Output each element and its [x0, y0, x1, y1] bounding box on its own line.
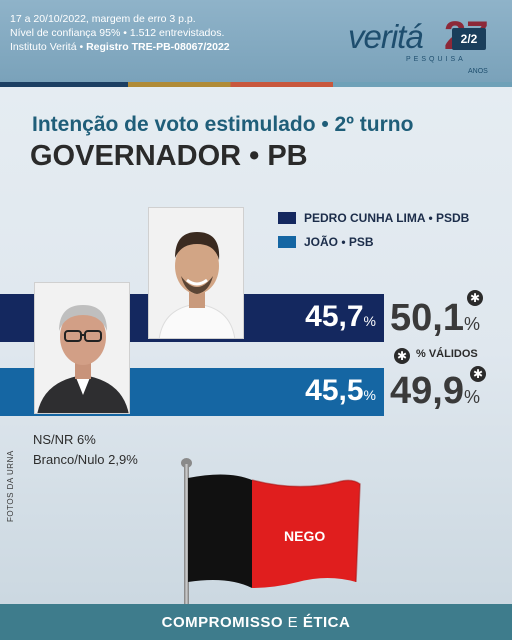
legend-label-pedro: PEDRO CUNHA LIMA • PSDB [304, 211, 470, 225]
bar-value-pedro: 45,7% [305, 300, 376, 334]
valid-votes-label: % VÁLIDOS [416, 348, 478, 360]
asterisk-icon: ✱ [467, 290, 483, 306]
meta-registry: Instituto Veritá • Registro TRE-PB-08067… [10, 40, 230, 54]
page-badge: 2/2 [452, 28, 486, 50]
valid-joao: 49,9 [390, 370, 464, 412]
legend-swatch-pedro [278, 212, 296, 224]
footer-band: COMPROMISSO E ÉTICA [0, 604, 512, 640]
asterisk-icon: ✱ [394, 348, 410, 364]
paraiba-flag-icon [188, 474, 361, 588]
color-stripe [0, 82, 512, 87]
flagpole-finial [181, 458, 192, 468]
footer-word-1: COMPROMISSO [161, 614, 283, 631]
logo-years: ANOS [468, 68, 488, 75]
meta-institute: Instituto Veritá • [10, 41, 87, 53]
header-band: 17 a 20/10/2022, margem de erro 3 p.p. N… [0, 0, 512, 82]
chart-title: Intenção de voto estimulado • 2º turno [32, 113, 414, 136]
legend: PEDRO CUNHA LIMA • PSDB JOÃO • PSB [278, 208, 469, 256]
footer-word-2: E [283, 614, 303, 631]
valid-pedro: 50,1 [390, 297, 464, 339]
footer-word-3: ÉTICA [302, 614, 351, 631]
flag-text: NEGO [284, 528, 326, 544]
branco-nulo-text: Branco/Nulo 2,9% [33, 452, 138, 467]
flagpole [184, 464, 189, 604]
legend-item-pedro: PEDRO CUNHA LIMA • PSDB [278, 208, 469, 228]
chart-subtitle: GOVERNADOR • PB [30, 140, 308, 172]
poll-metadata: 17 a 20/10/2022, margem de erro 3 p.p. N… [10, 12, 230, 54]
logo-name: veritá [348, 18, 424, 55]
portrait-joao-icon [35, 283, 129, 413]
other-answers: NS/NR 6% Branco/Nulo 2,9% [33, 430, 138, 470]
legend-label-joao: JOÃO • PSB [304, 235, 374, 249]
unit-pedro: % [363, 313, 376, 329]
photo-pedro [148, 207, 244, 339]
ns-nr-text: NS/NR 6% [33, 432, 96, 447]
portrait-pedro-icon [149, 208, 243, 338]
value-pedro: 45,7 [305, 300, 364, 333]
footer-slogan: COMPROMISSO E ÉTICA [0, 614, 512, 631]
valid-unit-pedro: % [463, 314, 480, 334]
valid-unit-joao: % [463, 387, 480, 407]
logo-subtitle: PESQUISA [406, 56, 466, 63]
legend-swatch-joao [278, 236, 296, 248]
meta-date-margin: 17 a 20/10/2022, margem de erro 3 p.p. [10, 13, 196, 25]
legend-item-joao: JOÃO • PSB [278, 232, 469, 252]
unit-joao: % [363, 387, 376, 403]
verita-logo: 27 veritá PESQUISA ANOS 2/2 [348, 14, 498, 75]
photo-joao [34, 282, 130, 414]
bar-value-joao: 45,5% [305, 374, 376, 408]
value-joao: 45,5 [305, 374, 364, 407]
photo-credit: FOTOS DA URNA [6, 450, 15, 522]
valid-value-pedro: 50,1% [390, 297, 480, 340]
valid-value-joao: 49,9% [390, 370, 480, 413]
meta-registration: Registro TRE-PB-08067/2022 [86, 41, 230, 53]
meta-confidence: Nível de confiança 95% • 1.512 entrevist… [10, 27, 225, 39]
asterisk-icon: ✱ [470, 366, 486, 382]
